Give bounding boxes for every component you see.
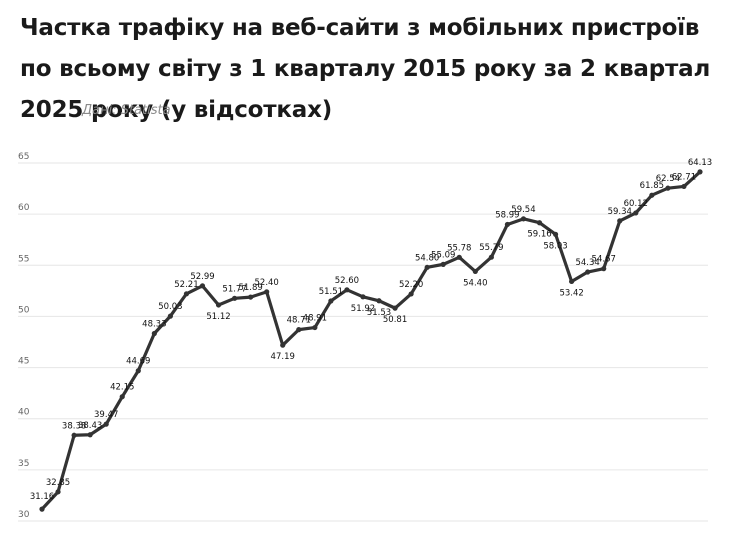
data-point <box>697 169 703 175</box>
data-label: 51.92 <box>351 304 375 314</box>
data-point <box>601 266 607 272</box>
data-label: 50.81 <box>383 315 407 325</box>
data-point <box>569 278 575 285</box>
chart-title: Частка трафіку на веб-сайти з мобільних … <box>20 15 711 123</box>
data-point <box>199 283 206 289</box>
data-label: 38.43 <box>78 421 102 431</box>
data-label: 51.77 <box>222 284 246 294</box>
y-tick-label: 45 <box>18 357 29 367</box>
data-label: 54.80 <box>415 253 439 263</box>
y-tick-label: 55 <box>18 254 29 264</box>
data-point <box>231 295 238 301</box>
data-point <box>633 210 639 216</box>
chart-source: Дані: Statista <box>82 103 171 118</box>
y-tick-label: 30 <box>18 510 30 520</box>
data-point <box>264 289 270 295</box>
data-point <box>119 394 125 400</box>
data-point <box>536 220 543 226</box>
data-label: 58.99 <box>495 210 519 220</box>
data-point <box>344 287 350 293</box>
data-point <box>87 432 93 438</box>
data-label: 52.60 <box>335 276 359 286</box>
data-point <box>183 291 190 297</box>
data-label: 55.09 <box>431 250 455 260</box>
data-point <box>440 261 446 267</box>
data-label: 42.15 <box>110 383 134 393</box>
data-point <box>312 324 318 331</box>
data-label: 61.85 <box>640 181 664 191</box>
data-label: 52.20 <box>399 280 423 290</box>
data-point <box>681 183 687 190</box>
data-point <box>135 368 141 374</box>
data-point <box>392 305 398 311</box>
data-label: 60.12 <box>624 199 648 209</box>
data-point <box>103 421 109 427</box>
data-label: 48.33 <box>142 320 166 330</box>
data-label: 64.13 <box>688 158 712 168</box>
y-tick-label: 65 <box>18 152 29 162</box>
data-label: 47.19 <box>271 352 295 362</box>
data-point <box>585 269 591 275</box>
data-point <box>617 218 623 224</box>
data-point <box>520 216 527 222</box>
data-label: 44.69 <box>126 357 150 367</box>
data-point <box>488 254 494 260</box>
data-label: 39.47 <box>94 410 118 420</box>
data-label: 55.79 <box>479 243 503 253</box>
data-label: 54.34 <box>575 258 599 268</box>
data-label: 32.85 <box>46 478 70 488</box>
data-label: 53.42 <box>559 288 583 298</box>
data-point <box>248 294 254 300</box>
data-label: 51.12 <box>206 312 230 322</box>
data-label: 51.51 <box>319 287 343 297</box>
data-label: 54.40 <box>463 278 487 288</box>
data-point <box>472 268 478 275</box>
data-label: 51.89 <box>238 283 262 293</box>
data-point <box>328 298 334 304</box>
data-label: 59.34 <box>608 207 632 217</box>
data-label: 48.91 <box>303 314 327 324</box>
data-point <box>71 432 77 438</box>
y-tick-label: 35 <box>18 459 29 469</box>
data-point <box>408 291 414 297</box>
y-tick-label: 50 <box>18 305 30 315</box>
data-label: 62.54 <box>656 174 680 184</box>
data-label: 55.78 <box>447 243 471 253</box>
data-point <box>167 313 173 319</box>
data-label: 52.40 <box>255 278 279 288</box>
data-label: 62.71 <box>672 172 696 182</box>
data-label: 48.71 <box>287 316 311 326</box>
data-point <box>39 506 45 512</box>
data-point <box>55 489 61 495</box>
data-label: 52.99 <box>190 272 214 282</box>
data-label: 59.16 <box>527 230 551 240</box>
data-label: 52.21 <box>174 280 198 290</box>
data-point <box>280 342 286 348</box>
data-point <box>151 330 157 337</box>
y-tick-label: 40 <box>18 408 30 418</box>
data-point <box>424 264 430 270</box>
data-label: 31.16 <box>30 492 54 502</box>
data-point <box>360 294 366 300</box>
data-point <box>552 231 559 237</box>
data-point <box>215 302 222 308</box>
data-point <box>376 298 382 304</box>
data-label: 59.54 <box>511 205 535 215</box>
data-label: 38.38 <box>62 421 86 431</box>
data-point <box>665 185 671 191</box>
data-label: 58.03 <box>543 241 567 251</box>
series-line <box>40 170 702 511</box>
y-tick-label: 60 <box>18 203 30 213</box>
data-label: 54.67 <box>592 255 616 265</box>
data-point <box>456 254 462 260</box>
data-point <box>649 192 655 198</box>
data-point <box>504 221 511 228</box>
data-point <box>296 327 302 333</box>
data-label: 50.03 <box>158 302 182 312</box>
data-label: 51.53 <box>367 308 391 318</box>
